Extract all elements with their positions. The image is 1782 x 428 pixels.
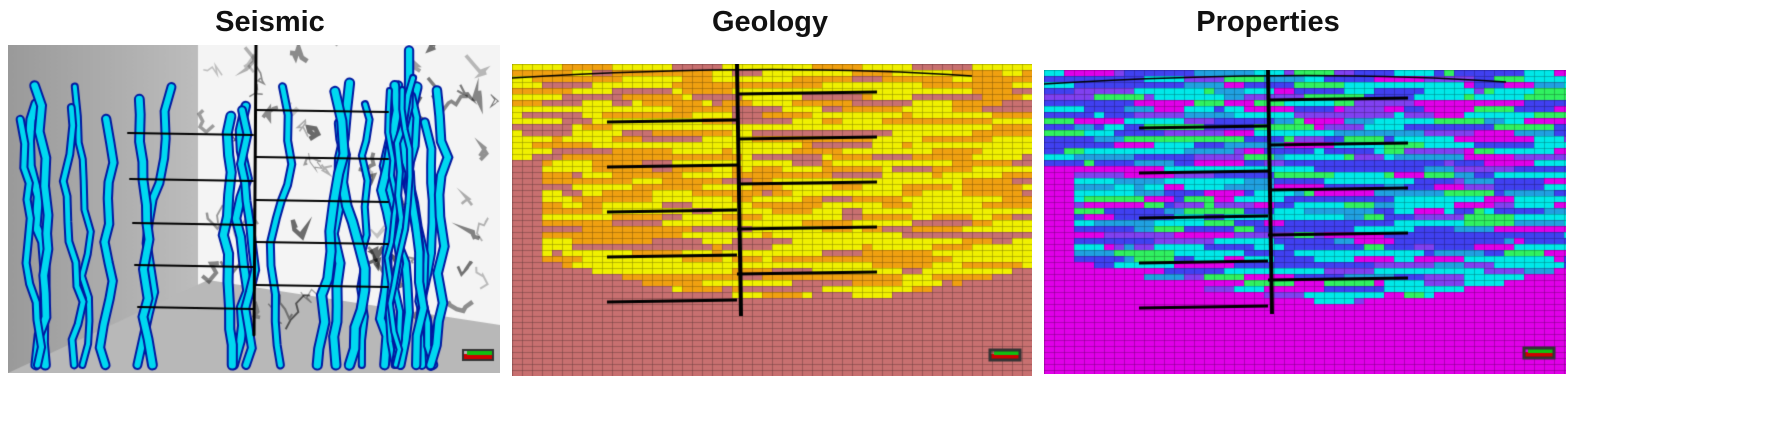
seismic-3d-view[interactable] [8, 45, 500, 373]
seismic-title: Seismic [215, 6, 325, 38]
properties-title: Properties [1196, 6, 1340, 38]
geology-title: Geology [711, 6, 828, 38]
geology-3d-grid-view[interactable] [512, 64, 1032, 376]
properties-3d-grid-view[interactable] [1044, 70, 1566, 374]
